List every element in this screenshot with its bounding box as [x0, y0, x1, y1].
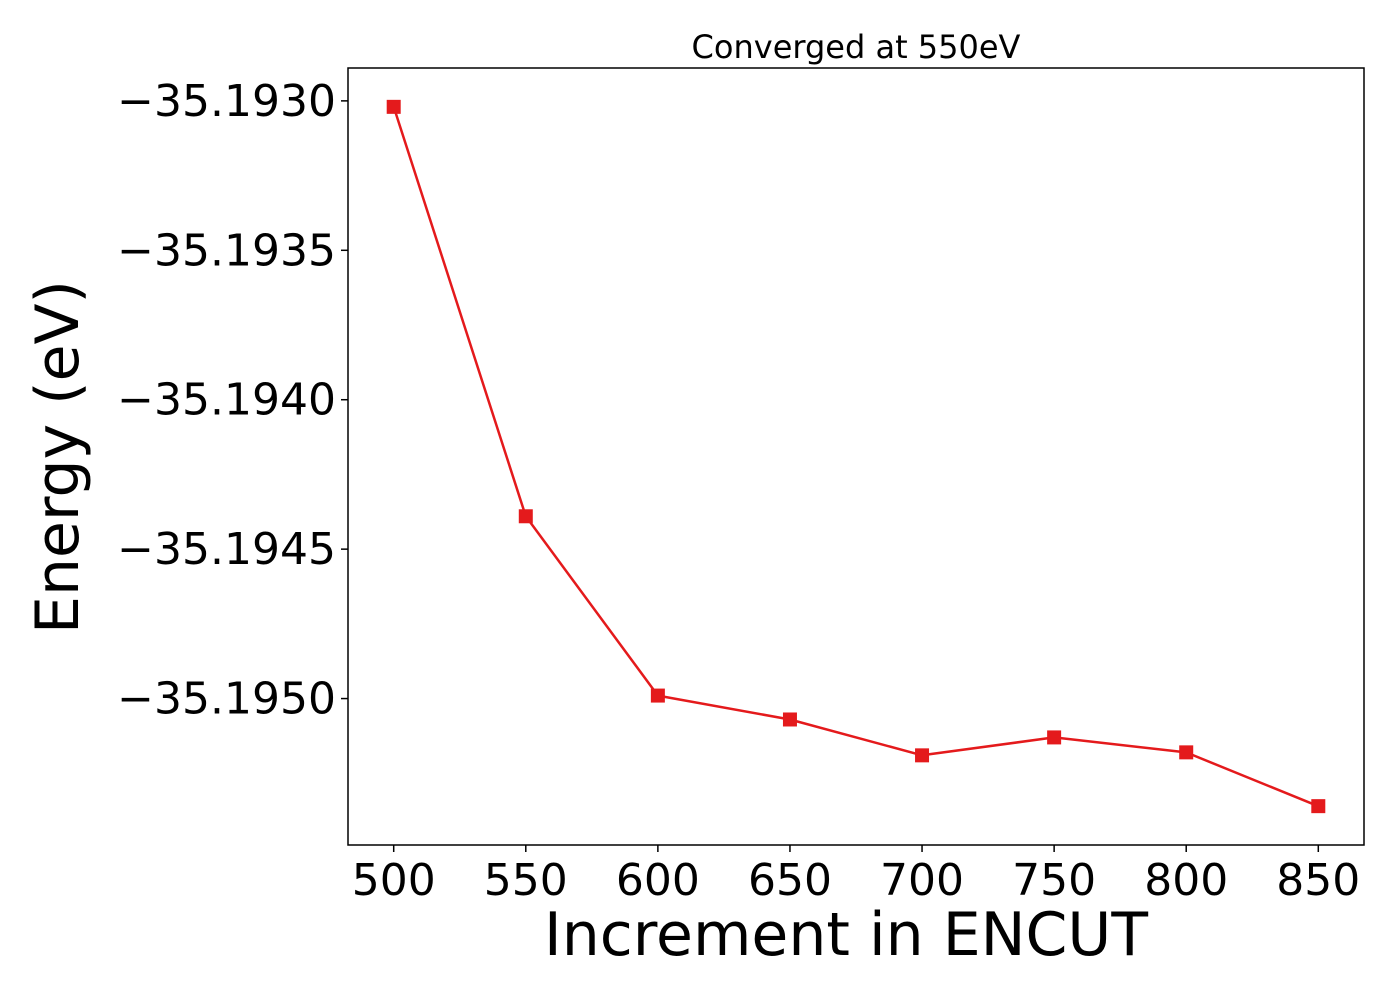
- x-tick-label: 500: [352, 855, 436, 906]
- x-tick-label: 700: [880, 855, 964, 906]
- series-group: [386, 99, 1326, 814]
- x-tick-label: 850: [1276, 855, 1360, 906]
- data-point-marker: [1179, 745, 1194, 760]
- x-tick-label: 750: [1012, 855, 1096, 906]
- y-tick-label: −35.1945: [117, 524, 336, 575]
- data-point-marker: [386, 99, 401, 114]
- y-tick-label: −35.1940: [117, 375, 336, 426]
- data-point-marker: [782, 712, 797, 727]
- chart-title: Converged at 550eV: [692, 28, 1021, 66]
- y-axis-ticks: −35.1930 −35.1935 −35.1940 −35.1945 −35.1950: [117, 76, 348, 725]
- x-axis-label: Increment in ENCUT: [544, 900, 1148, 970]
- y-tick-label: −35.1930: [117, 76, 336, 127]
- x-tick-label: 650: [748, 855, 832, 906]
- data-point-marker: [1311, 799, 1326, 814]
- x-tick-label: 600: [616, 855, 700, 906]
- x-tick-label: 550: [484, 855, 568, 906]
- x-axis-ticks: 500 550 600 650 700 750 800 850: [352, 845, 1360, 906]
- series-line: [392, 106, 1319, 808]
- x-tick-label: 800: [1144, 855, 1228, 906]
- y-tick-label: −35.1935: [117, 225, 336, 276]
- data-point-marker: [650, 688, 665, 703]
- y-axis-label: Energy (eV): [23, 280, 93, 634]
- data-point-marker: [915, 748, 930, 763]
- plot-area: [347, 67, 1365, 846]
- data-point-marker: [518, 509, 533, 524]
- y-tick-label: −35.1950: [117, 674, 336, 725]
- data-point-marker: [1047, 730, 1062, 745]
